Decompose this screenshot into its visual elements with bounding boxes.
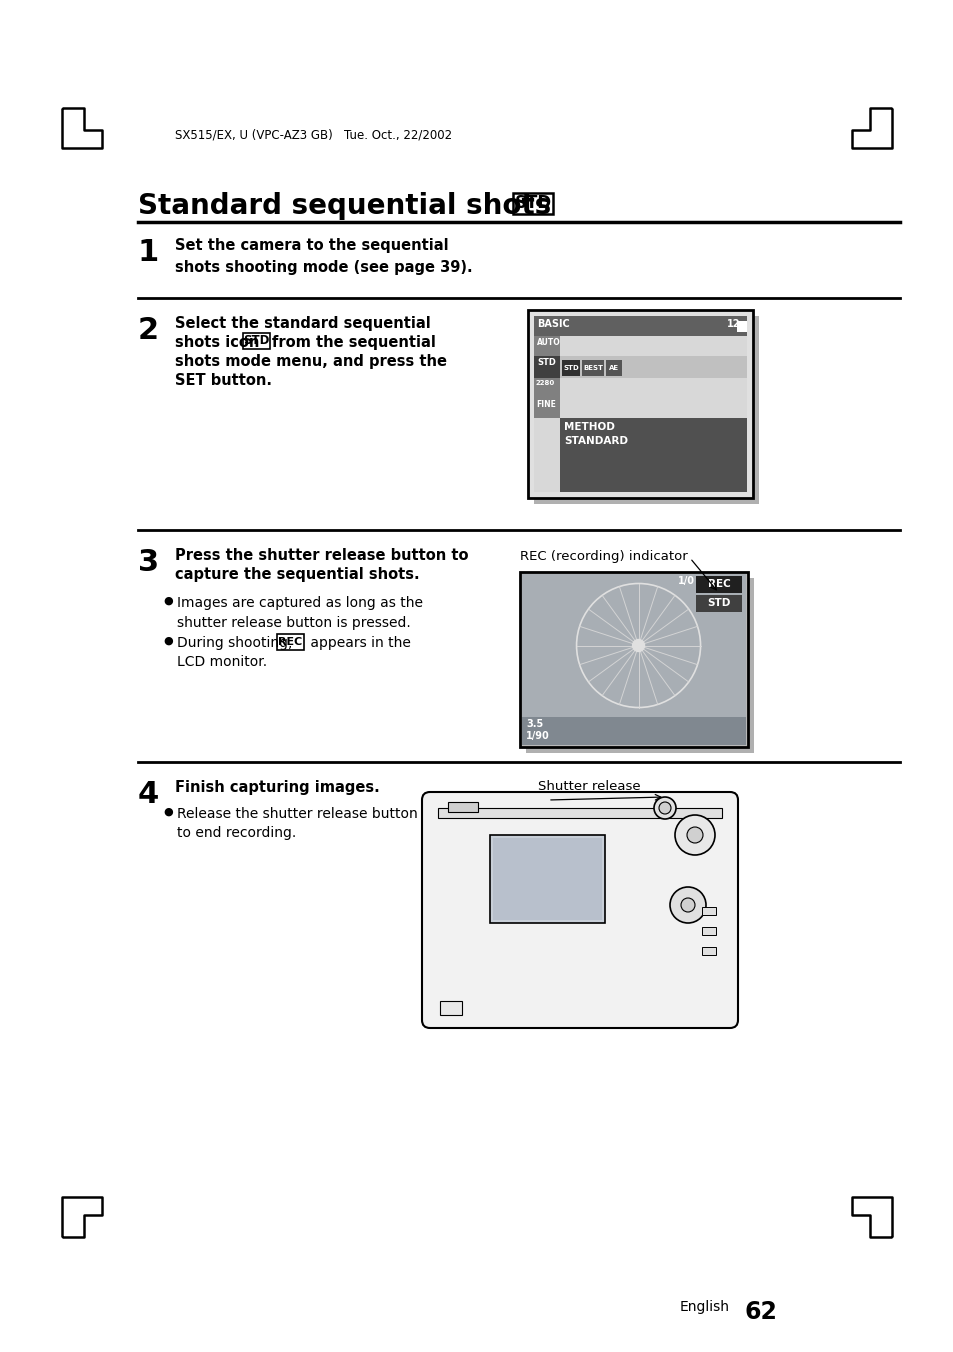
Text: 2280: 2280 [536, 380, 555, 387]
Bar [696, 595, 741, 612]
Text: STD: STD [537, 358, 556, 366]
Bar [521, 575, 745, 745]
Bar [534, 337, 559, 356]
Text: appears in the: appears in the [306, 635, 411, 650]
Bar [534, 316, 759, 504]
Text: 4: 4 [138, 780, 159, 808]
Text: Press the shutter release button to: Press the shutter release button to [174, 548, 468, 562]
Circle shape [680, 898, 695, 913]
Text: LCD monitor.: LCD monitor. [177, 654, 267, 669]
Text: Finish capturing images.: Finish capturing images. [174, 780, 379, 795]
Bar [534, 316, 746, 492]
Bar [525, 579, 753, 753]
Bar [737, 320, 746, 333]
Text: AUTO: AUTO [537, 338, 560, 347]
Text: 1/90: 1/90 [525, 731, 549, 741]
Bar [701, 946, 716, 955]
Text: shots icon: shots icon [174, 335, 264, 350]
Bar [448, 802, 477, 813]
Bar [534, 356, 559, 379]
Text: REC: REC [278, 637, 302, 648]
Bar [559, 418, 746, 492]
Bar [581, 360, 603, 376]
Bar [439, 1000, 461, 1015]
Text: Set the camera to the sequential
shots shooting mode (see page 39).: Set the camera to the sequential shots s… [174, 238, 472, 274]
Text: BASIC: BASIC [537, 319, 569, 329]
Text: STANDARD: STANDARD [563, 435, 627, 446]
Circle shape [675, 815, 714, 854]
Bar [701, 927, 716, 936]
Text: from the sequential: from the sequential [272, 335, 436, 350]
Bar [493, 838, 601, 919]
Circle shape [654, 796, 676, 819]
Text: Release the shutter release button
to end recording.: Release the shutter release button to en… [177, 807, 417, 841]
Text: capture the sequential shots.: capture the sequential shots. [174, 566, 419, 581]
Bar [534, 316, 746, 337]
Bar [521, 717, 745, 745]
Text: FINE: FINE [536, 400, 556, 410]
Bar [437, 808, 721, 818]
Bar [534, 356, 746, 379]
Text: AE: AE [608, 365, 618, 370]
Bar [534, 379, 559, 397]
Text: SET button.: SET button. [174, 373, 272, 388]
Text: 2: 2 [138, 316, 159, 345]
Bar [490, 836, 604, 923]
Text: English: English [679, 1301, 729, 1314]
Circle shape [669, 887, 705, 923]
Text: 3: 3 [138, 548, 159, 577]
Bar [561, 360, 579, 376]
Text: Shutter release: Shutter release [537, 780, 640, 794]
Text: STD: STD [706, 598, 730, 608]
Text: button: button [537, 796, 581, 808]
Text: 12: 12 [726, 319, 740, 329]
Text: 62: 62 [744, 1301, 777, 1324]
Text: Select the standard sequential: Select the standard sequential [174, 316, 431, 331]
Text: REC: REC [707, 579, 730, 589]
Circle shape [659, 802, 670, 814]
Text: REC (recording) indicator: REC (recording) indicator [519, 550, 687, 562]
Text: 1/0: 1/0 [678, 576, 695, 585]
Circle shape [686, 827, 702, 844]
Bar [513, 193, 553, 214]
Text: 3.5: 3.5 [525, 719, 542, 729]
Circle shape [632, 639, 644, 652]
Text: ●: ● [163, 596, 172, 606]
Bar [534, 397, 559, 418]
Bar [527, 310, 752, 498]
Bar [701, 907, 716, 915]
Text: STD: STD [514, 195, 551, 212]
Text: SX515/EX, U (VPC-AZ3 GB)   Tue. Oct., 22/2002: SX515/EX, U (VPC-AZ3 GB) Tue. Oct., 22/2… [174, 128, 452, 141]
Text: Standard sequential shots: Standard sequential shots [138, 192, 551, 220]
Bar [243, 333, 270, 349]
Bar [519, 572, 747, 748]
Bar [696, 576, 741, 594]
Bar [276, 634, 304, 650]
Text: Images are captured as long as the
shutter release button is pressed.: Images are captured as long as the shutt… [177, 596, 422, 630]
Text: STD: STD [243, 334, 270, 347]
Text: ●: ● [163, 807, 172, 817]
Text: STD: STD [562, 365, 578, 370]
Text: During shooting,: During shooting, [177, 635, 296, 650]
Text: BEST: BEST [582, 365, 602, 370]
Text: 1: 1 [138, 238, 159, 266]
Text: shots mode menu, and press the: shots mode menu, and press the [174, 354, 447, 369]
Text: METHOD: METHOD [563, 422, 615, 433]
Bar [605, 360, 621, 376]
Text: ●: ● [163, 635, 172, 646]
FancyBboxPatch shape [421, 792, 738, 1028]
